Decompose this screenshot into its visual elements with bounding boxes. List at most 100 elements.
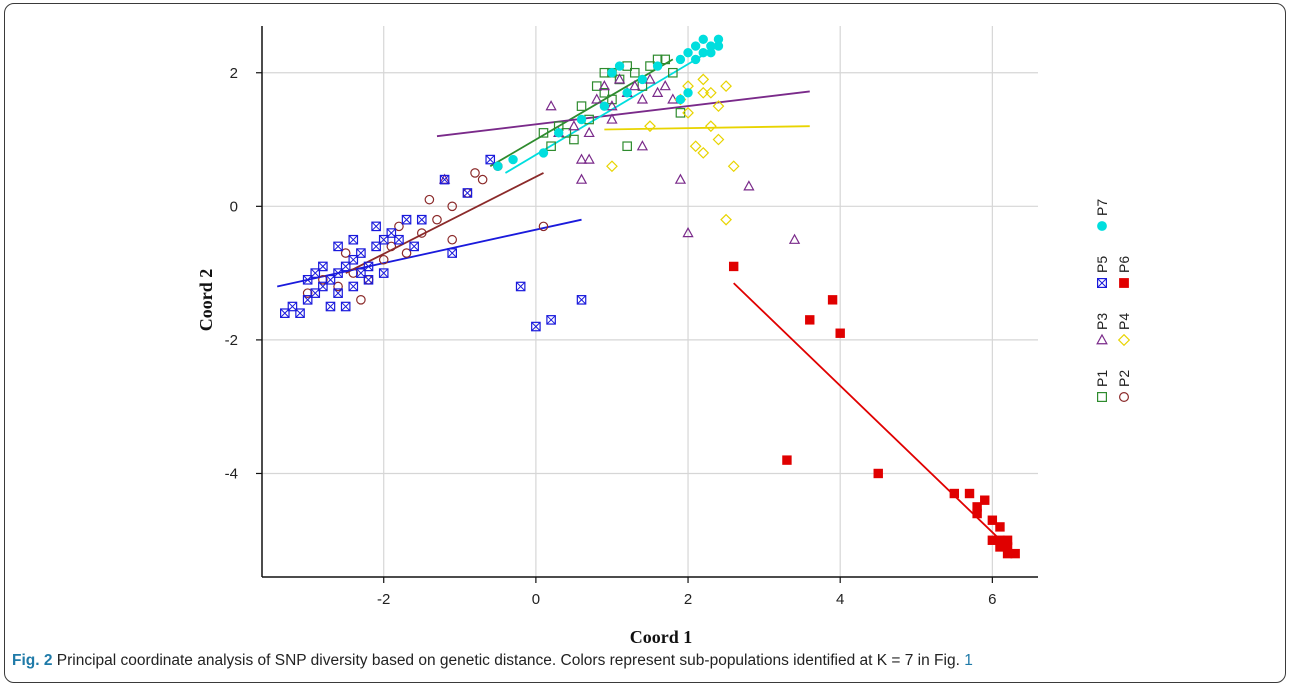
point-p2	[340, 248, 351, 258]
point-p3	[613, 73, 626, 84]
point-p5	[310, 268, 321, 278]
point-cross	[287, 301, 297, 312]
point-box	[348, 281, 359, 292]
point-p7	[614, 61, 625, 71]
trend-line-p2	[345, 172, 544, 274]
point-p7	[538, 148, 549, 158]
x-tick-label: 0	[532, 591, 540, 608]
trend-line-p6	[733, 282, 1009, 548]
point-box	[386, 228, 397, 238]
point-p5	[287, 301, 298, 312]
point-p1	[607, 94, 617, 105]
point-p1	[546, 141, 556, 152]
point-cross	[318, 261, 328, 271]
point-p2	[470, 168, 480, 178]
point-p3	[636, 140, 649, 151]
point-p5	[333, 288, 343, 298]
point-p6	[987, 515, 998, 525]
point-p2	[378, 254, 389, 265]
point-p3	[568, 120, 580, 131]
point-cross	[485, 155, 495, 165]
point-cross	[348, 235, 358, 245]
figure-caption: Fig. 2 Principal coordinate analysis of …	[12, 652, 1282, 670]
point-p1	[660, 54, 671, 65]
point-cross	[325, 275, 336, 285]
point-p7	[713, 41, 724, 51]
y-axis-title: Coord 2	[196, 269, 216, 332]
point-p5	[340, 261, 351, 272]
point-p3	[598, 80, 610, 91]
point-p7	[675, 54, 686, 65]
point-p3	[667, 93, 679, 104]
point-p5	[356, 248, 366, 258]
point-p2	[394, 221, 404, 232]
point-box	[363, 261, 374, 272]
point-p5	[409, 241, 419, 252]
point-p6	[1002, 535, 1013, 545]
point-box	[318, 261, 328, 272]
legend-label-p5: P5	[1094, 256, 1110, 273]
point-p1	[629, 67, 640, 78]
point-p3	[651, 86, 664, 97]
figure-label: Fig. 2	[12, 652, 53, 669]
point-box	[401, 214, 412, 225]
point-p7	[576, 114, 587, 125]
point-p5	[310, 288, 321, 298]
legend-item-p2: P2	[1116, 370, 1132, 403]
point-p6	[980, 495, 990, 505]
y-tick-label: -2	[225, 332, 238, 349]
point-p5	[371, 221, 381, 232]
caption-figure-link[interactable]: 1	[964, 652, 973, 669]
point-p5	[386, 228, 397, 238]
point-p3	[575, 153, 588, 164]
point-p4	[712, 133, 725, 146]
point-p2	[416, 228, 427, 238]
point-p7	[622, 88, 632, 98]
point-p5	[531, 321, 541, 332]
point-p3	[674, 173, 687, 184]
point-box	[416, 214, 427, 225]
point-cross	[280, 308, 290, 318]
point-cross	[386, 228, 396, 238]
x-tick-label: 2	[684, 591, 692, 608]
point-box	[302, 295, 313, 305]
point-p5	[515, 281, 526, 292]
point-p4	[682, 106, 694, 119]
point-cross	[440, 175, 450, 185]
point-p4	[720, 213, 732, 226]
point-cross	[576, 295, 587, 305]
point-cross	[447, 248, 457, 258]
point-cross	[318, 281, 328, 292]
point-box	[310, 288, 321, 298]
point-p5	[333, 268, 343, 278]
point-p5	[447, 248, 457, 258]
point-box	[485, 154, 496, 165]
point-p2	[538, 221, 549, 232]
point-cross	[303, 275, 313, 285]
point-box	[546, 315, 556, 325]
legend-label-p2: P2	[1116, 370, 1132, 387]
point-p4	[606, 160, 618, 173]
point-p7	[683, 48, 693, 58]
point-p5	[363, 261, 374, 272]
point-p5	[363, 274, 374, 285]
point-p5	[295, 308, 305, 318]
grid	[262, 26, 1038, 577]
point-p2	[447, 201, 457, 212]
point-box	[295, 308, 305, 318]
point-p4	[697, 147, 710, 159]
point-p3	[583, 153, 595, 164]
point-box	[333, 241, 343, 252]
point-p2	[386, 241, 397, 252]
legend-item-p5: P5	[1094, 256, 1110, 289]
point-cross	[546, 315, 556, 325]
point-p4	[697, 86, 710, 99]
point-cross	[333, 268, 343, 278]
point-p7	[493, 161, 503, 171]
point-cross	[356, 268, 366, 278]
point-box	[462, 188, 473, 198]
point-p6	[835, 328, 845, 338]
point-p5	[378, 268, 389, 278]
point-p7	[637, 74, 648, 85]
point-p5	[416, 214, 427, 225]
